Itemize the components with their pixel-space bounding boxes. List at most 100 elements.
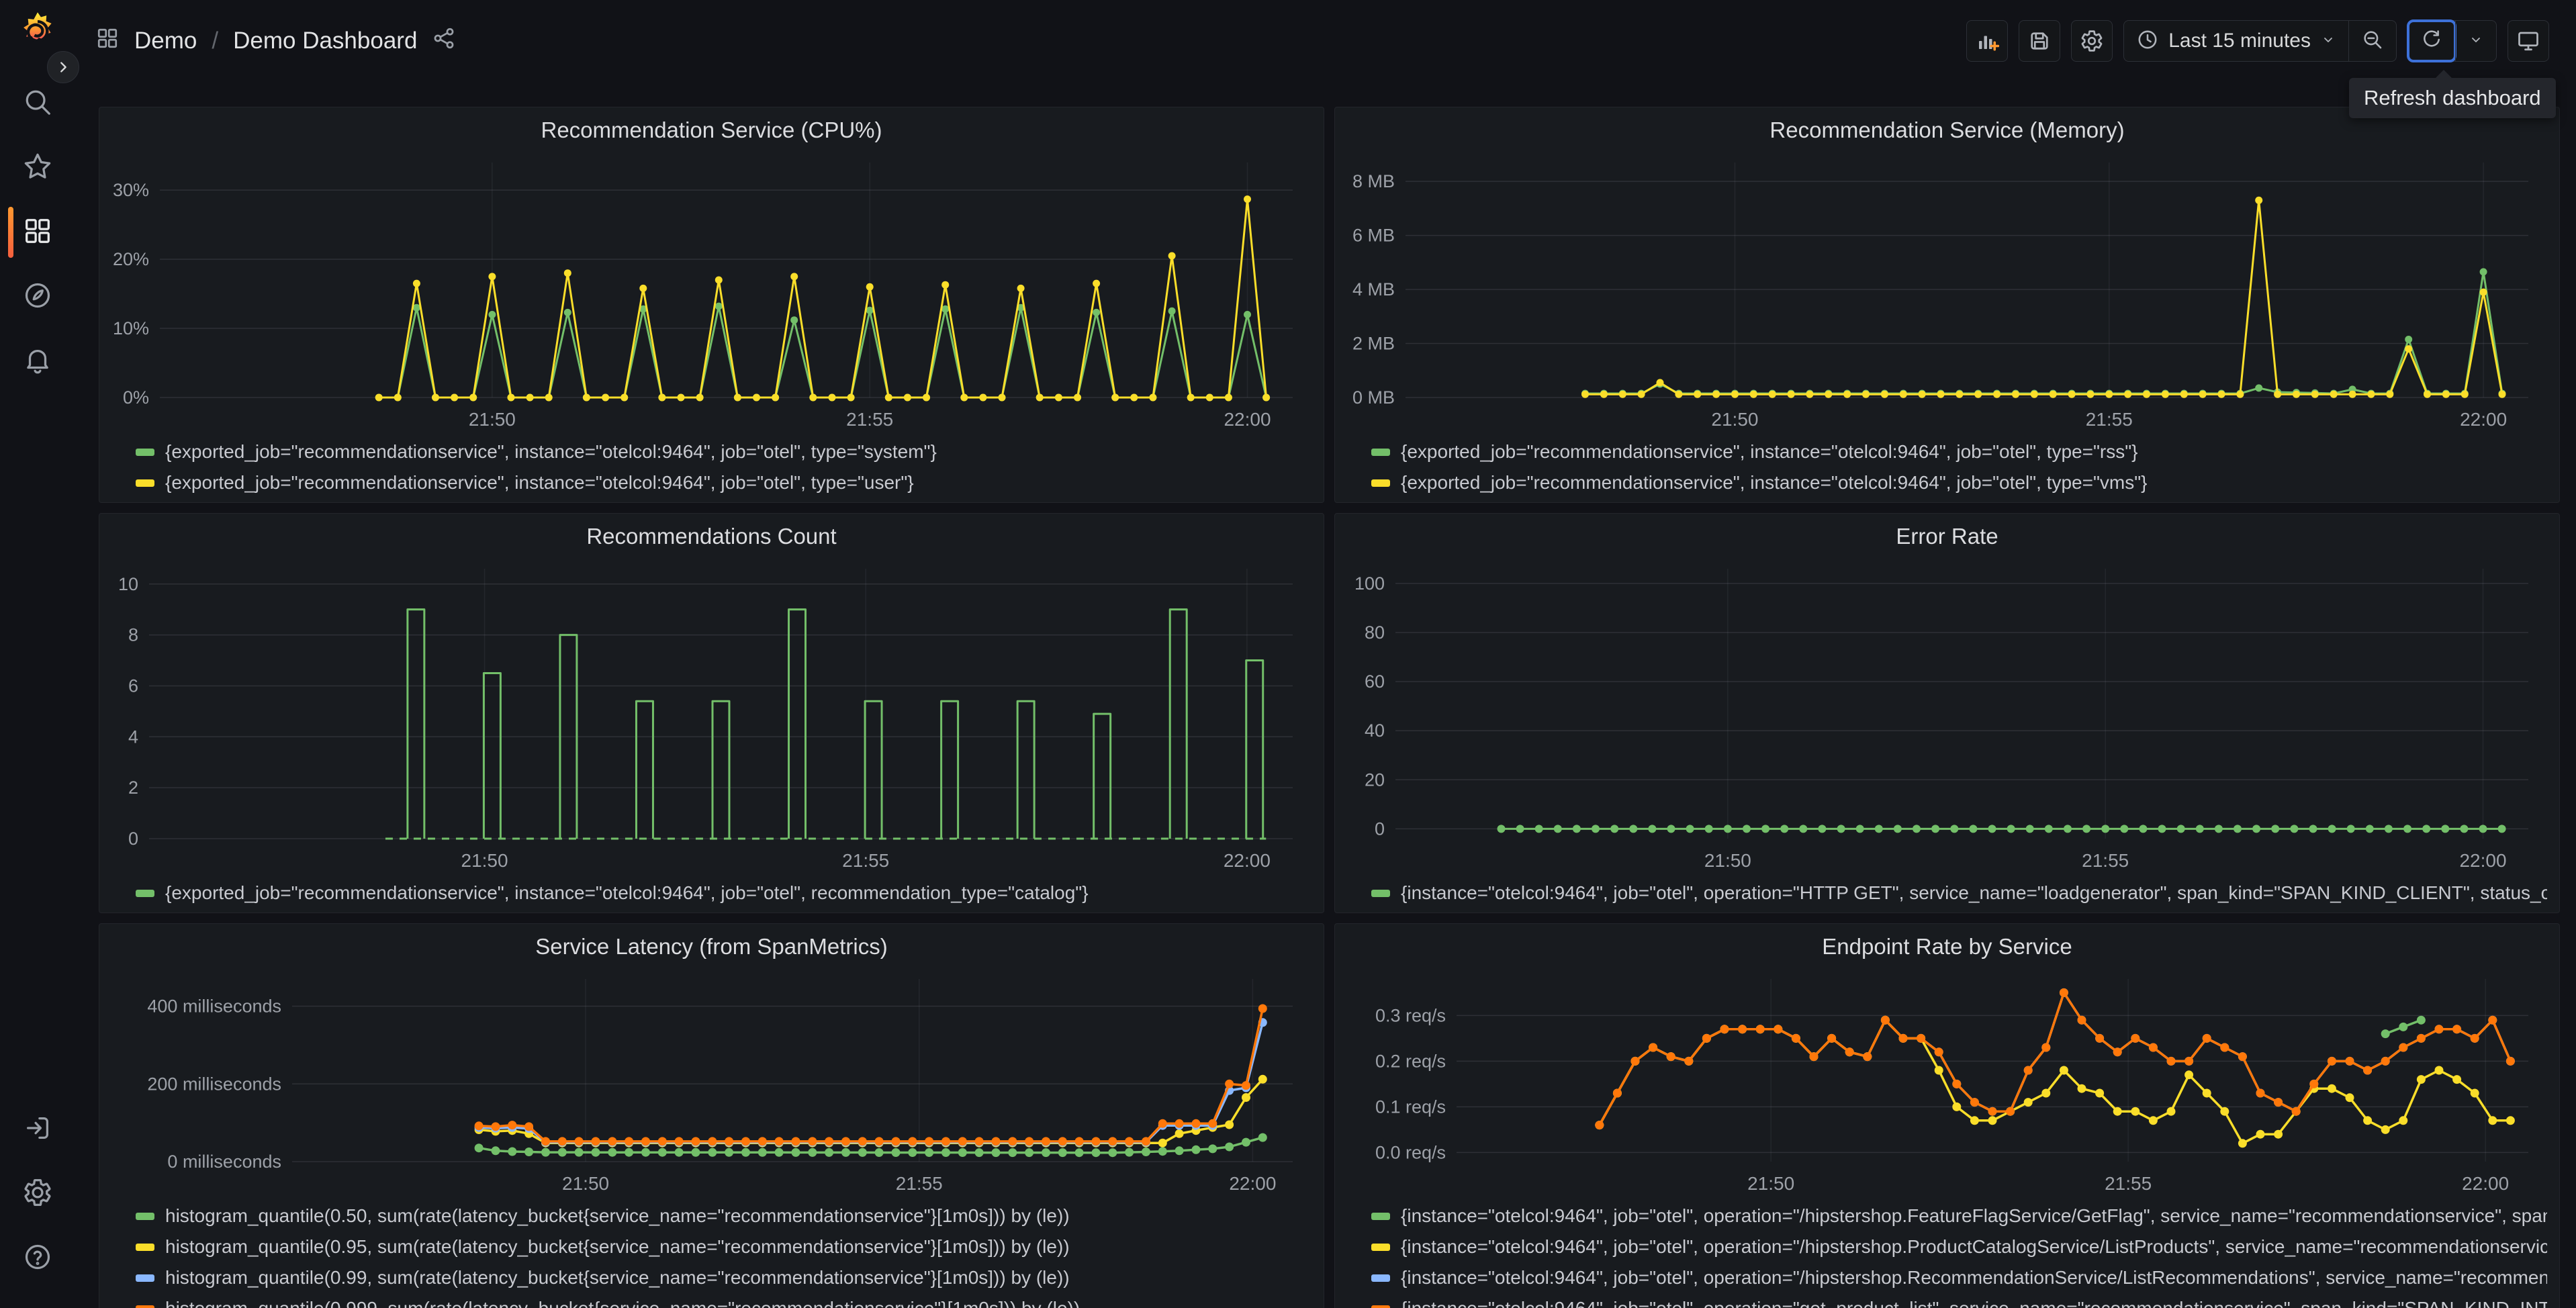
svg-text:0 MB: 0 MB — [1352, 387, 1395, 408]
legend-item[interactable]: {exported_job="recommendationservice", i… — [1371, 440, 2547, 463]
legend-item[interactable]: {exported_job="recommendationservice", i… — [1371, 471, 2547, 494]
svg-text:2 MB: 2 MB — [1352, 334, 1395, 354]
legend-item[interactable]: histogram_quantile(0.99, sum(rate(latenc… — [136, 1266, 1312, 1289]
sidebar-item-preferences[interactable] — [0, 1162, 75, 1226]
panel-recommendations-count: Recommendations Count 21:50 21:55 22:00 0 2 4… — [99, 513, 1324, 913]
svg-text:22:00: 22:00 — [2459, 850, 2506, 871]
memory-legend: {exported_job="recommendationservice", i… — [1347, 436, 2547, 494]
svg-text:0: 0 — [1375, 819, 1385, 839]
time-picker-group: Last 15 minutes — [2123, 20, 2397, 62]
legend-item[interactable]: histogram_quantile(0.999, sum(rate(laten… — [136, 1297, 1312, 1308]
legend-swatch — [136, 1305, 154, 1308]
sidebar-expand-button[interactable] — [47, 51, 79, 83]
legend-item[interactable]: {instance="otelcol:9464", job="otel", op… — [1371, 1266, 2547, 1289]
time-range-picker[interactable]: Last 15 minutes — [2124, 21, 2348, 61]
error-legend: {instance="otelcol:9464", job="otel", op… — [1347, 878, 2547, 904]
add-panel-button[interactable] — [1966, 20, 2009, 62]
svg-text:400 milliseconds: 400 milliseconds — [147, 996, 281, 1017]
legend-swatch — [1371, 479, 1390, 487]
refresh-interval-dropdown[interactable] — [2455, 21, 2496, 61]
legend-item[interactable]: {instance="otelcol:9464", job="otel", op… — [1371, 1235, 2547, 1258]
sidebar-item-starred[interactable] — [0, 136, 75, 200]
legend-item[interactable]: histogram_quantile(0.50, sum(rate(latenc… — [136, 1205, 1312, 1227]
sidebar-item-sign-in[interactable] — [0, 1097, 75, 1162]
legend-item[interactable]: {instance="otelcol:9464", job="otel", op… — [1371, 1205, 2547, 1227]
svg-text:60: 60 — [1365, 671, 1385, 692]
save-dashboard-button[interactable] — [2019, 20, 2061, 62]
bell-icon — [22, 344, 53, 379]
chevron-down-icon — [2468, 32, 2484, 51]
legend-swatch — [1371, 1243, 1390, 1251]
sidebar — [0, 0, 79, 1308]
breadcrumb-folder[interactable]: Demo — [134, 28, 197, 54]
rate-legend: {instance="otelcol:9464", job="otel", op… — [1347, 1201, 2547, 1308]
svg-text:0.0 req/s: 0.0 req/s — [1375, 1142, 1446, 1162]
memory-chart[interactable]: 21:50 21:55 22:00 0 MB 2 MB 4 MB 6 MB 8 MB — [1347, 146, 2547, 436]
legend-item[interactable]: histogram_quantile(0.95, sum(rate(latenc… — [136, 1235, 1312, 1258]
svg-text:20: 20 — [1365, 769, 1385, 790]
svg-text:0: 0 — [128, 829, 138, 849]
svg-text:20%: 20% — [113, 249, 149, 269]
dashboard-settings-button[interactable] — [2071, 20, 2113, 62]
svg-text:40: 40 — [1365, 720, 1385, 741]
chevron-down-icon — [2320, 32, 2336, 51]
legend-swatch — [136, 1243, 154, 1251]
svg-text:4 MB: 4 MB — [1352, 279, 1395, 299]
sidebar-item-explore[interactable] — [0, 265, 75, 329]
svg-text:21:55: 21:55 — [2086, 409, 2133, 430]
panel-latency-title[interactable]: Service Latency (from SpanMetrics) — [535, 934, 888, 959]
dashboard-toolbar: Last 15 minutes — [1966, 19, 2549, 62]
legend-swatch — [136, 889, 154, 897]
svg-text:10: 10 — [118, 574, 138, 594]
error-chart[interactable]: 21:50 21:55 22:00 0 20 40 60 80 100 — [1347, 553, 2547, 878]
panel-cpu: Recommendation Service (CPU%) 21:50 21:55… — [99, 107, 1324, 503]
refresh-dashboard-button[interactable] — [2407, 19, 2456, 62]
legend-item[interactable]: {exported_job="recommendationservice", i… — [136, 440, 1312, 463]
svg-text:21:50: 21:50 — [1747, 1173, 1794, 1194]
legend-swatch — [136, 448, 154, 456]
sidebar-item-alerting[interactable] — [0, 329, 75, 393]
sidebar-item-dashboards[interactable] — [0, 200, 75, 265]
legend-item[interactable]: {exported_job="recommendationservice", i… — [136, 882, 1312, 904]
latency-chart[interactable]: 21:50 21:55 22:00 0 milliseconds 200 millise… — [111, 963, 1312, 1201]
legend-item[interactable]: {exported_job="recommendationservice", i… — [136, 471, 1312, 494]
zoom-out-icon — [2361, 28, 2384, 54]
svg-text:22:00: 22:00 — [1224, 850, 1271, 871]
tv-kiosk-mode-button[interactable] — [2508, 20, 2549, 62]
rate-chart[interactable]: 21:50 21:55 22:00 0.0 req/s 0.1 req/s 0.2 req… — [1347, 963, 2547, 1201]
clock-icon — [2136, 28, 2159, 54]
svg-text:0.2 req/s: 0.2 req/s — [1375, 1051, 1446, 1071]
legend-swatch — [1371, 1305, 1390, 1308]
refresh-group — [2407, 19, 2497, 62]
dashboard-grid: Recommendation Service (CPU%) 21:50 21:55… — [75, 82, 2576, 1308]
legend-swatch — [1371, 1274, 1390, 1282]
gear-icon — [22, 1177, 53, 1211]
panel-count-title[interactable]: Recommendations Count — [586, 524, 837, 549]
panel-memory-title[interactable]: Recommendation Service (Memory) — [1769, 118, 2125, 142]
svg-text:6: 6 — [128, 675, 138, 696]
sidebar-item-search[interactable] — [0, 71, 75, 136]
breadcrumb-dashboard[interactable]: Demo Dashboard — [233, 28, 418, 54]
panel-cpu-title[interactable]: Recommendation Service (CPU%) — [541, 118, 882, 142]
legend-item[interactable]: {instance="otelcol:9464", job="otel", op… — [1371, 1297, 2547, 1308]
sidebar-item-help[interactable] — [0, 1226, 75, 1291]
svg-text:21:50: 21:50 — [469, 409, 516, 430]
grafana-logo-icon[interactable] — [15, 9, 60, 54]
share-icon[interactable] — [432, 26, 456, 56]
legend-swatch — [136, 479, 154, 487]
cpu-chart[interactable]: 21:50 21:55 22:00 0% 10% 20% 30% — [111, 146, 1312, 436]
panel-rate-title[interactable]: Endpoint Rate by Service — [1822, 934, 2072, 959]
svg-text:8 MB: 8 MB — [1352, 171, 1395, 191]
latency-legend: histogram_quantile(0.50, sum(rate(latenc… — [111, 1201, 1312, 1308]
count-chart[interactable]: 21:50 21:55 22:00 0 2 4 6 8 10 — [111, 553, 1312, 878]
svg-text:21:55: 21:55 — [846, 409, 893, 430]
svg-text:21:50: 21:50 — [461, 850, 508, 871]
svg-text:21:50: 21:50 — [1711, 409, 1758, 430]
panel-error-title[interactable]: Error Rate — [1896, 524, 1998, 549]
legend-item[interactable]: {instance="otelcol:9464", job="otel", op… — [1371, 882, 2547, 904]
zoom-out-time-button[interactable] — [2348, 21, 2396, 61]
svg-text:22:00: 22:00 — [1224, 409, 1271, 430]
dashboards-grid-icon — [22, 216, 53, 250]
svg-text:22:00: 22:00 — [1229, 1173, 1276, 1194]
svg-text:21:55: 21:55 — [842, 850, 889, 871]
